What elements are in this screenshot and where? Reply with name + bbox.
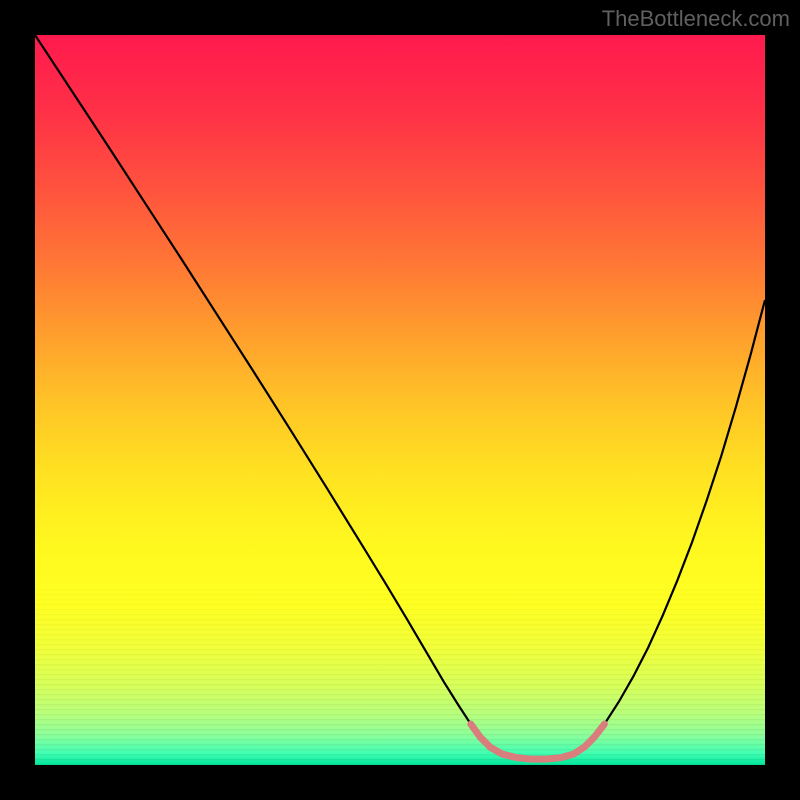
bottleneck-chart: TheBottleneck.com — [0, 0, 800, 800]
chart-svg — [0, 0, 800, 800]
gradient-background — [35, 35, 765, 765]
watermark-text: TheBottleneck.com — [602, 6, 790, 32]
